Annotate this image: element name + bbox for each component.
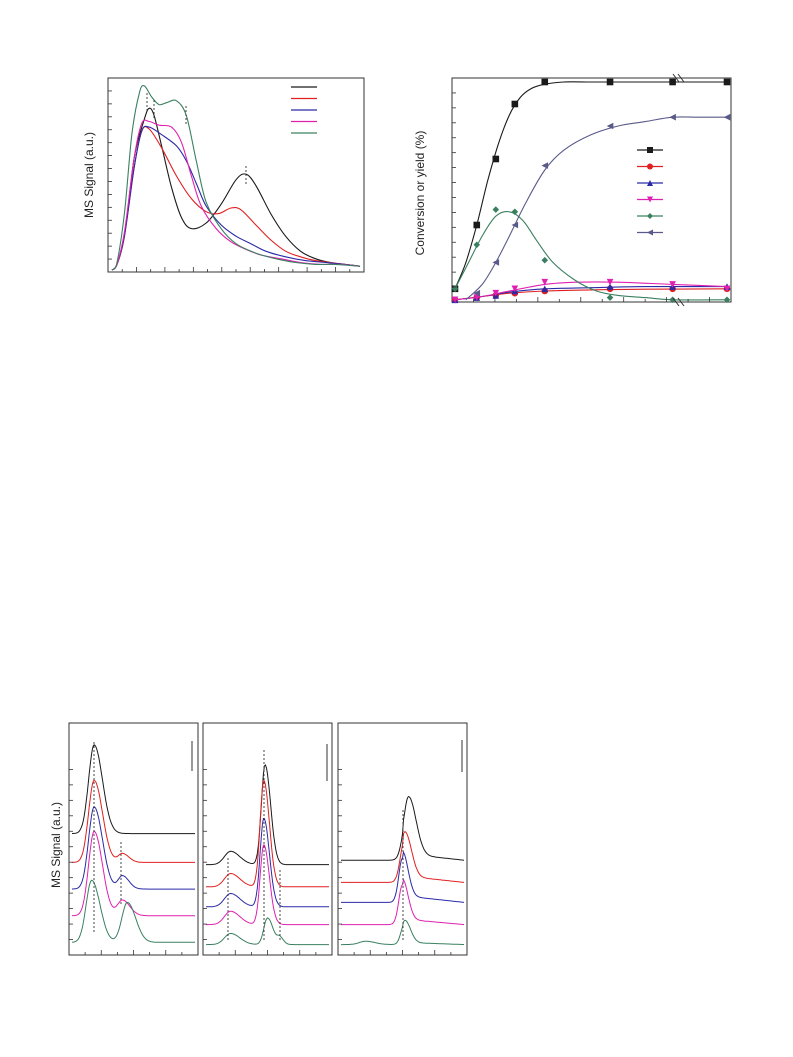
data-point <box>511 208 519 216</box>
legend-marker <box>647 180 653 186</box>
data-point <box>606 294 614 301</box>
data-point <box>492 289 500 297</box>
tpd-panel-top-left: MS Signal (a.u.) <box>82 77 365 273</box>
data-point <box>473 221 481 229</box>
data-point <box>492 206 500 213</box>
legend-marker <box>647 213 653 219</box>
legend-marker <box>647 229 653 236</box>
data-point <box>511 221 519 229</box>
decorations <box>93 73 685 942</box>
data-point <box>473 289 481 297</box>
axis-break <box>672 297 680 307</box>
data-point <box>606 283 614 290</box>
data-point <box>473 241 481 249</box>
series-layer <box>111 84 361 271</box>
series-line-1 <box>206 780 329 888</box>
data-point <box>511 285 519 293</box>
series-layer <box>206 764 329 946</box>
data-point <box>473 294 481 301</box>
axis-break <box>672 73 680 83</box>
series-line-0 <box>454 81 727 290</box>
data-point <box>541 278 549 286</box>
series-line-0 <box>111 107 361 271</box>
data-point <box>606 122 614 130</box>
data-point <box>511 100 519 108</box>
legend <box>291 86 317 134</box>
y-axis-label: Conversion or yield (%) <box>413 131 427 256</box>
data-point <box>723 78 731 86</box>
data-point <box>606 278 614 286</box>
series-layer <box>341 795 465 946</box>
data-point <box>492 259 500 266</box>
series-line-3 <box>454 281 728 301</box>
series-line-1 <box>111 125 361 271</box>
series-line-1 <box>72 779 195 863</box>
series-line-4 <box>454 211 728 301</box>
axis-break <box>677 73 685 83</box>
series-layer <box>451 78 731 304</box>
data-point <box>669 78 676 86</box>
series-line-4 <box>206 917 329 946</box>
series-line-1 <box>341 831 465 883</box>
series-line-4 <box>71 879 195 943</box>
series-line-0 <box>341 795 465 861</box>
series-line-4 <box>341 919 465 946</box>
plot-frame <box>451 77 732 303</box>
data-point <box>606 78 614 86</box>
series-line-3 <box>71 830 195 917</box>
series-line-4 <box>111 84 361 271</box>
conversion-panel-top-right: Conversion or yield (%) <box>413 77 732 304</box>
data-point <box>723 285 731 293</box>
data-point <box>669 113 676 121</box>
series-line-2 <box>341 850 465 903</box>
series-line-3 <box>341 878 465 926</box>
data-point <box>669 281 676 288</box>
data-point <box>451 296 459 304</box>
y-axis-label: MS Signal (a.u.) <box>82 132 96 218</box>
axis-break <box>677 297 685 307</box>
data-point <box>541 256 549 264</box>
y-axis-label: MS Signal (a.u.) <box>49 802 63 888</box>
tpd-panel-bottom-3 <box>337 722 468 956</box>
tpd-panel-bottom-2 <box>202 722 333 956</box>
data-point <box>541 285 549 293</box>
legend <box>637 147 663 236</box>
plot-frame <box>107 77 365 273</box>
series-line-0 <box>206 764 329 866</box>
legend-marker <box>647 147 653 153</box>
plot-frame <box>337 722 468 956</box>
data-point <box>492 155 500 163</box>
data-point <box>723 113 731 121</box>
data-point <box>541 78 549 86</box>
series-line-3 <box>206 844 329 926</box>
legend-marker <box>647 196 653 203</box>
tpd-panel-bottom-1: MS Signal (a.u.) <box>49 722 199 956</box>
series-line-2 <box>206 817 329 908</box>
series-line-2 <box>111 125 361 271</box>
series-line-2 <box>72 806 195 890</box>
series-line-0 <box>72 744 195 835</box>
data-point <box>541 162 549 169</box>
series-line-3 <box>111 119 361 271</box>
legend-marker <box>647 163 653 170</box>
series-line-5 <box>465 116 727 301</box>
data-point <box>723 296 731 304</box>
data-point <box>669 296 676 304</box>
series-layer <box>71 744 195 943</box>
